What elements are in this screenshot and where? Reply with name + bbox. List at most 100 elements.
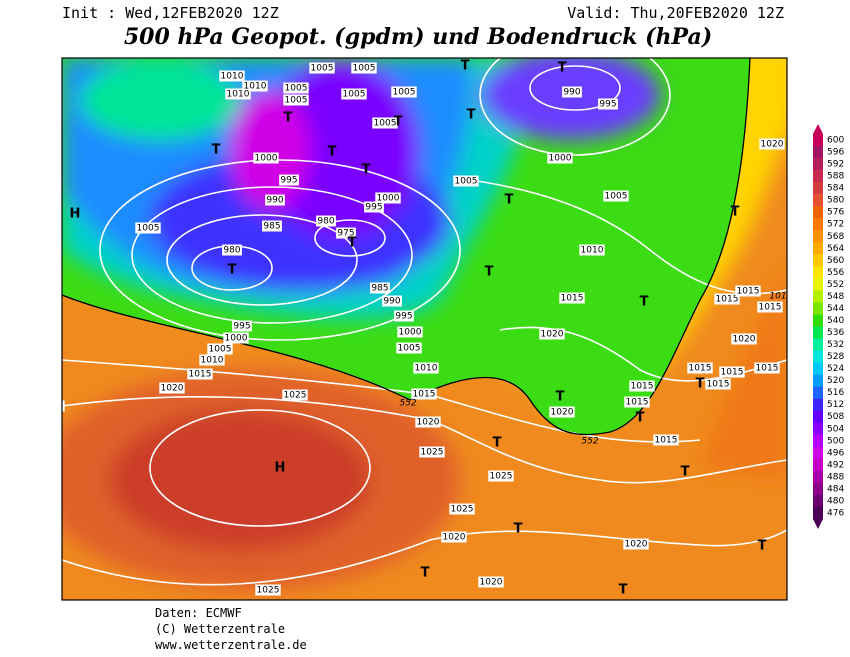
isobar-label: 1015 xyxy=(737,287,760,297)
isobar-label: 1005 xyxy=(393,88,416,98)
legend-label: 484 xyxy=(827,484,844,494)
legend-swatch xyxy=(813,314,823,327)
isobar-label: 995 xyxy=(365,203,382,213)
isobar-label-box xyxy=(222,244,242,256)
isobar-label: 1015 xyxy=(721,368,744,378)
isobar-label-box xyxy=(316,215,336,227)
isobar-label-box xyxy=(653,434,679,446)
isobar-label: 101 xyxy=(769,292,786,302)
legend-label: 516 xyxy=(827,388,844,398)
isobar-label: 1015 xyxy=(413,390,436,400)
isobar-label: 1010 xyxy=(227,90,250,100)
data-source: Daten: ECMWF xyxy=(155,606,242,620)
isobar-label: 1015 xyxy=(707,380,730,390)
pressure-center: T xyxy=(696,377,705,392)
isobar-label-box xyxy=(603,190,629,202)
isobar xyxy=(62,396,787,484)
isobar-label-box xyxy=(731,333,757,345)
isobar-label-box xyxy=(232,320,252,332)
legend-swatch xyxy=(813,230,823,243)
isobar-label-box xyxy=(441,531,467,543)
isobar-label-box xyxy=(714,293,740,305)
isobar xyxy=(149,409,371,527)
isobar-label: 552 xyxy=(581,437,598,447)
pressure-center: T xyxy=(619,583,628,598)
pressure-center: T xyxy=(731,205,740,220)
pressure-center: T xyxy=(636,411,645,426)
legend-label: 488 xyxy=(827,472,844,482)
pressure-center: T xyxy=(681,465,690,480)
isobar-label: 1005 xyxy=(285,84,308,94)
pressure-center: T xyxy=(212,143,221,158)
legend-swatch xyxy=(813,398,823,412)
isobar-label: 1025 xyxy=(490,472,513,482)
isobar-label: 1015 xyxy=(756,364,779,374)
legend-label: 544 xyxy=(827,304,844,314)
isobar-label-box xyxy=(253,152,279,164)
legend-swatch xyxy=(813,422,823,436)
isobar-label: 1005 xyxy=(285,96,308,106)
magenta-core xyxy=(230,90,310,210)
isobar-label: 1010 xyxy=(581,246,604,256)
isobar-label-box xyxy=(282,389,308,401)
isobar xyxy=(62,529,787,586)
legend-swatch xyxy=(813,158,823,171)
isobar-label: 1025 xyxy=(257,586,280,596)
isobar-label-box xyxy=(382,295,402,307)
west-arc xyxy=(80,60,240,140)
legend-swatch xyxy=(813,242,823,255)
isobar-label: 1015 xyxy=(655,436,678,446)
legend-swatch xyxy=(813,458,823,472)
legend-label: 520 xyxy=(827,376,844,386)
isobar-label-box xyxy=(262,220,282,232)
isobar-label-box xyxy=(453,175,479,187)
isobar-label-box xyxy=(478,576,504,588)
website: www.wetterzentrale.de xyxy=(155,638,307,652)
isobar-label: 980 xyxy=(223,246,240,256)
legend-swatch xyxy=(813,470,823,484)
init-time: Init : Wed,12FEB2020 12Z xyxy=(62,4,279,22)
legend-label: 572 xyxy=(827,220,844,230)
pressure-center: T xyxy=(556,390,565,405)
isobar-label: 1020 xyxy=(733,335,756,345)
isobar-label-box xyxy=(283,82,309,94)
isobar-label: 1025 xyxy=(451,505,474,515)
legend-label: 568 xyxy=(827,232,844,242)
pressure-center: H xyxy=(70,207,81,222)
pressure-center: T xyxy=(328,145,337,160)
isobar-label-box xyxy=(199,354,225,366)
isobar-label-box xyxy=(413,362,439,374)
pressure-center: T xyxy=(467,108,476,123)
legend-label: 580 xyxy=(827,196,844,206)
isobar-label-box xyxy=(265,194,285,206)
pressure-center: T xyxy=(284,111,293,126)
isobar-label-box xyxy=(364,201,384,213)
legend-swatch xyxy=(813,266,823,279)
copyright: (C) Wetterzentrale xyxy=(155,622,285,636)
isobar-label: 1005 xyxy=(137,224,160,234)
cold-field xyxy=(62,58,660,319)
legend-label: 500 xyxy=(827,436,844,446)
isobar-label: 985 xyxy=(263,222,280,232)
legend-swatch xyxy=(813,374,823,387)
pressure-center: T xyxy=(485,265,494,280)
legend-label: 508 xyxy=(827,412,844,422)
legend-swatch xyxy=(813,338,823,351)
legend-swatch xyxy=(813,206,823,219)
legend-swatch xyxy=(813,326,823,339)
legend-label: 532 xyxy=(827,340,844,350)
isobar-label: 1000 xyxy=(549,154,572,164)
legend-swatch xyxy=(813,254,823,267)
isobar-label: 1005 xyxy=(455,177,478,187)
contour-552 xyxy=(62,58,751,436)
isobar-label: 1005 xyxy=(398,344,421,354)
isobar-label: 975 xyxy=(337,229,354,239)
isobar-label: 995 xyxy=(280,176,297,186)
legend-label: 540 xyxy=(827,316,844,326)
legend-swatch xyxy=(813,350,823,363)
isobar-label: 980 xyxy=(317,217,334,227)
legend-label: 592 xyxy=(827,160,844,170)
isobar-label-box xyxy=(159,382,185,394)
legend-label: 504 xyxy=(827,424,844,434)
